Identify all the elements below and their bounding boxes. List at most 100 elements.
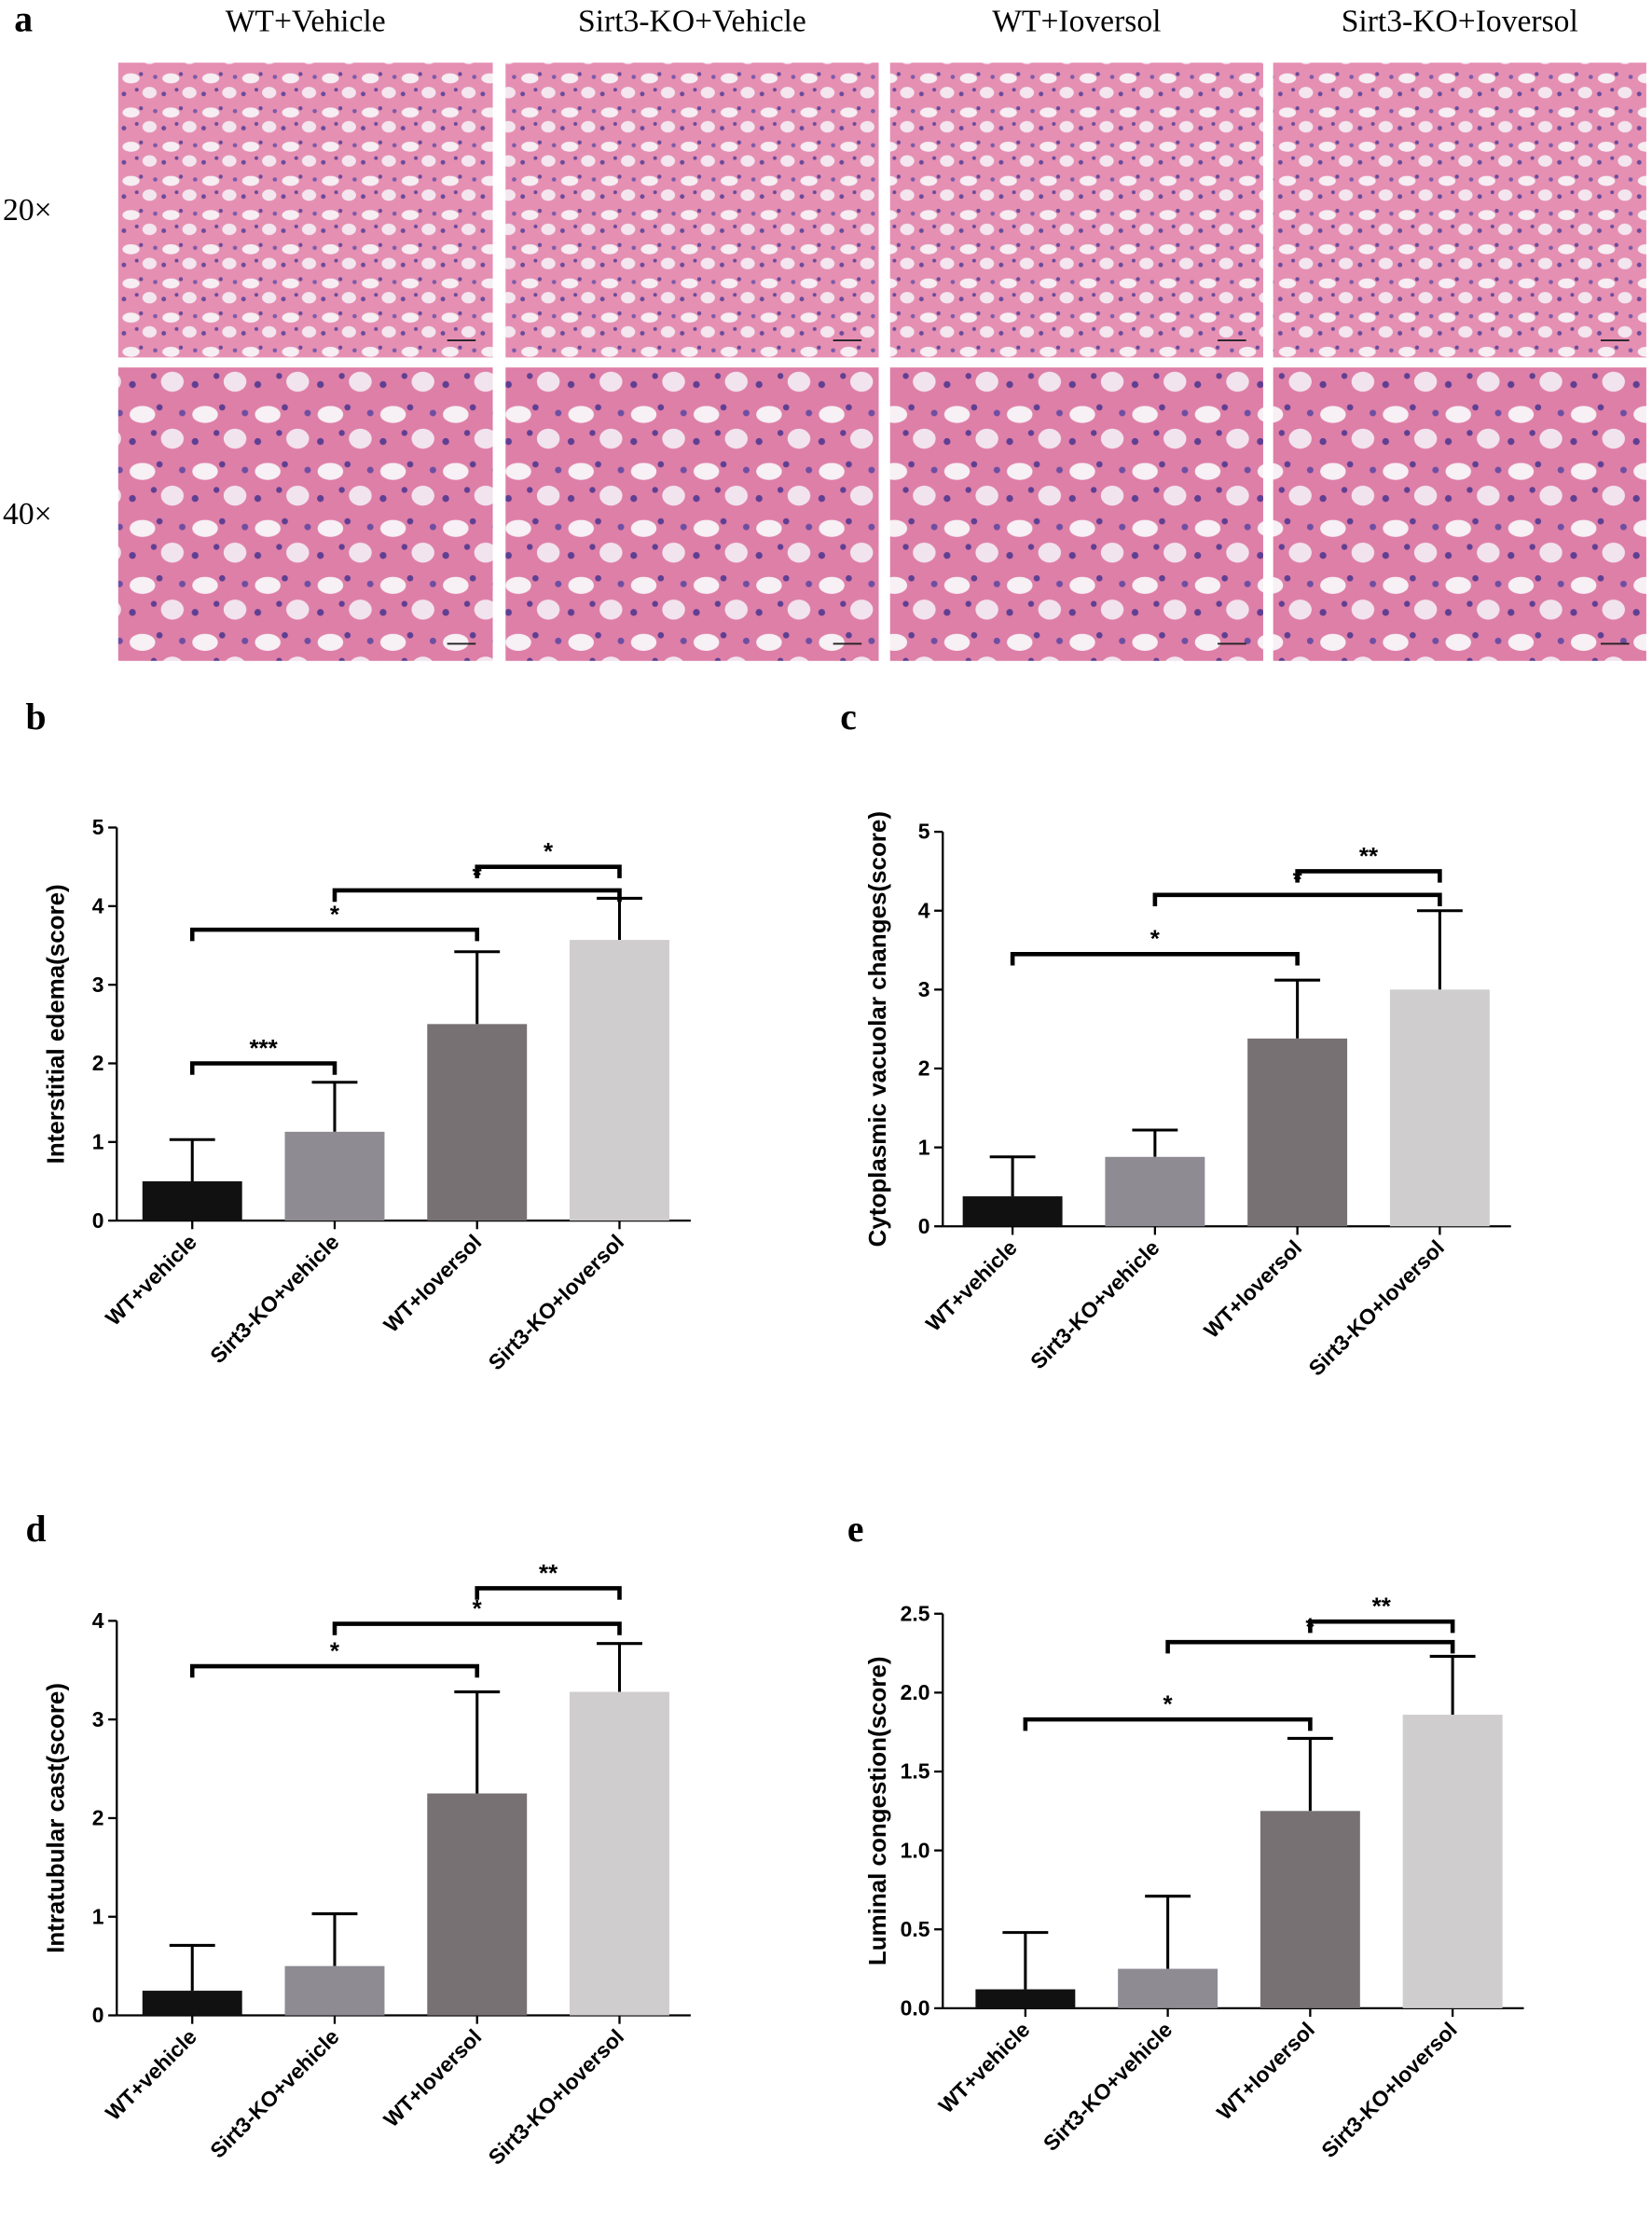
micrograph <box>505 367 879 661</box>
significance-bracket <box>189 927 480 942</box>
bar <box>1118 1968 1218 2008</box>
significance-label: * <box>330 901 340 929</box>
x-tick-label: Sirt3-KO+vehicle <box>1026 1235 1163 1373</box>
significance-bracket <box>1152 892 1442 907</box>
bar <box>142 1180 242 1221</box>
bar <box>1389 989 1490 1227</box>
x-tick-label: WT+Ioversol <box>379 1230 486 1337</box>
x-tick-label: Sirt3-KO+Ioversol <box>1303 1235 1449 1381</box>
significance-bracket <box>189 1061 337 1075</box>
panel-letter: b <box>26 696 47 738</box>
bar <box>142 1991 242 2016</box>
y-tick-label: 5 <box>918 820 930 844</box>
micrograph <box>117 367 493 661</box>
y-tick-label: 4 <box>918 898 930 922</box>
micrograph <box>889 62 1263 358</box>
y-tick-label: 2 <box>92 1806 104 1830</box>
micrograph <box>1273 62 1646 358</box>
bar <box>1260 1811 1360 2008</box>
bar <box>284 1131 385 1221</box>
significance-label: *** <box>249 1034 278 1062</box>
significance-bracket <box>475 864 622 878</box>
x-tick-label: Sirt3-KO+Ioversol <box>483 2024 628 2170</box>
y-tick-label: 0 <box>918 1214 930 1238</box>
significance-bracket <box>1165 1639 1455 1654</box>
significance-bracket <box>189 1663 480 1678</box>
y-tick-label: 1 <box>92 1904 104 1928</box>
y-tick-label: 3 <box>92 972 104 997</box>
bar <box>1105 1156 1205 1227</box>
y-tick-label: 0.5 <box>901 1917 930 1941</box>
significance-label: * <box>1163 1690 1174 1718</box>
significance-bracket <box>475 1586 622 1600</box>
y-tick-label: 2.0 <box>901 1680 930 1704</box>
x-tick-label: WT+Ioversol <box>1199 1235 1306 1343</box>
row-label: 40× <box>3 497 52 531</box>
bar <box>962 1196 1063 1227</box>
y-tick-label: 0.0 <box>901 1996 930 2020</box>
significance-label: * <box>1150 925 1161 953</box>
y-tick-label: 1.5 <box>901 1759 930 1784</box>
micrograph <box>505 62 879 358</box>
y-tick-label: 4 <box>92 1608 104 1633</box>
bar <box>1247 1038 1348 1227</box>
x-tick-label: Sirt3-KO+vehicle <box>205 2024 343 2162</box>
significance-bracket <box>1295 869 1442 883</box>
column-header: WT+Ioversol <box>992 5 1161 39</box>
bar <box>570 1691 669 2016</box>
x-tick-label: Sirt3-KO+vehicle <box>1039 2017 1177 2155</box>
micrograph <box>1273 367 1646 661</box>
micrograph <box>889 367 1263 661</box>
panel-letter: e <box>847 1509 864 1550</box>
panel-letter: c <box>840 696 857 738</box>
bar <box>570 940 669 1221</box>
bar <box>975 1989 1076 2008</box>
y-tick-label: 2 <box>92 1051 104 1075</box>
column-header: WT+Vehicle <box>226 5 386 39</box>
significance-label: * <box>330 1636 340 1664</box>
x-tick-label: WT+vehicle <box>921 1235 1022 1336</box>
bar <box>284 1965 385 2016</box>
y-tick-label: 3 <box>92 1707 104 1731</box>
y-axis-title: Interstitial edema(score) <box>42 884 70 1164</box>
y-tick-label: 5 <box>92 815 104 839</box>
significance-bracket <box>1308 1619 1455 1634</box>
y-axis-title: Intratubular cast(score) <box>42 1683 70 1953</box>
x-tick-label: WT+Ioversol <box>379 2024 486 2131</box>
significance-label: * <box>544 837 554 865</box>
y-tick-label: 4 <box>92 893 104 917</box>
x-tick-label: Sirt3-KO+vehicle <box>205 1230 343 1368</box>
x-tick-label: Sirt3-KO+Ioversol <box>1316 2017 1462 2162</box>
micrograph <box>117 62 493 358</box>
x-tick-label: Sirt3-KO+Ioversol <box>483 1230 628 1375</box>
histology-panel: WT+Vehicle Sirt3-KO+Vehicle WT+Ioversol Sir… <box>3 5 1646 661</box>
x-tick-label: WT+vehicle <box>934 2017 1035 2117</box>
x-tick-label: WT+Ioversol <box>1212 2017 1319 2124</box>
significance-label: ** <box>1359 842 1379 870</box>
panel-letter: d <box>26 1509 47 1550</box>
row-label: 20× <box>3 193 52 228</box>
significance-bracket <box>332 1621 622 1635</box>
y-tick-label: 1 <box>918 1135 930 1159</box>
significance-label: ** <box>1372 1593 1392 1620</box>
significance-label: ** <box>539 1559 558 1587</box>
y-tick-label: 2 <box>918 1056 930 1081</box>
significance-bracket <box>332 888 622 903</box>
column-header: Sirt3-KO+Vehicle <box>578 5 806 39</box>
y-axis-title: Luminal congestion(score) <box>863 1656 891 1965</box>
x-tick-label: WT+vehicle <box>101 1230 201 1331</box>
y-tick-label: 2.5 <box>901 1601 930 1625</box>
column-header: Sirt3-KO+Ioversol <box>1342 5 1578 39</box>
significance-bracket <box>1010 951 1300 966</box>
bar <box>427 1793 528 2016</box>
y-tick-label: 1 <box>92 1129 104 1153</box>
panel-letter: a <box>14 0 33 40</box>
y-axis-title: Cytoplasmic vacuolar changes(score) <box>863 811 891 1247</box>
x-tick-label: WT+vehicle <box>101 2024 201 2125</box>
bar <box>427 1024 528 1221</box>
y-tick-label: 3 <box>918 977 930 1001</box>
bar <box>1402 1715 1503 2008</box>
significance-label: * <box>473 1594 483 1622</box>
